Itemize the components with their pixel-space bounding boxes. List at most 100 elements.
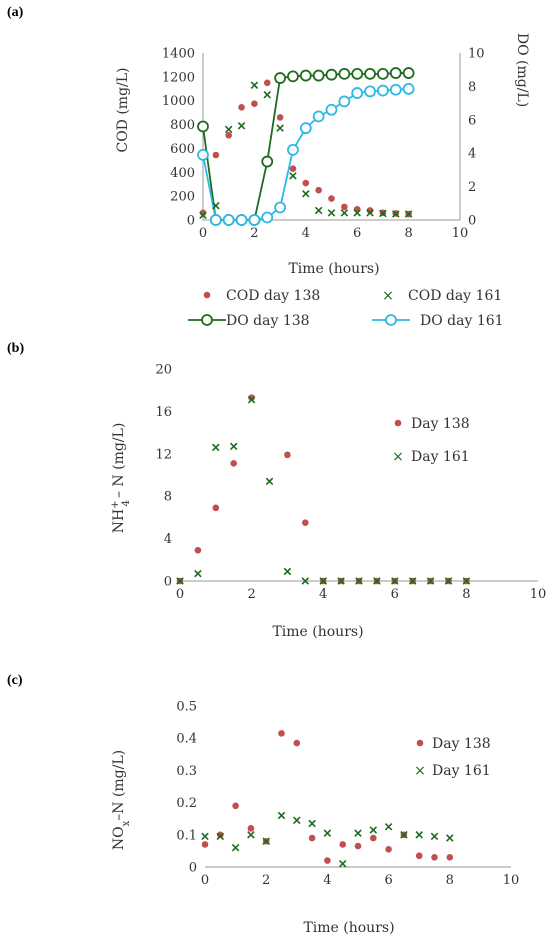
data-point-s0-8	[302, 179, 310, 187]
data-point-s0-5	[263, 79, 271, 87]
y-tick-label: 1000	[162, 94, 195, 109]
data-point-s1-1	[212, 201, 220, 210]
data-point-s0-8	[324, 857, 331, 864]
data-point-s1-10	[355, 577, 363, 585]
data-point-s0-10	[354, 842, 362, 850]
data-point-s1-12	[391, 577, 399, 585]
y-title-sub: 4	[121, 500, 132, 506]
plot-area: 0 2 4 6 8 10 0 0.1 0.2 0.3 0.4 0.5	[176, 700, 519, 889]
data-point-s1-5	[265, 477, 274, 486]
data-point-s1-5	[263, 90, 272, 99]
y2-tick-label: 2	[468, 180, 476, 195]
x-tick-label: 8	[462, 587, 470, 602]
data-point-s1-12	[384, 822, 393, 831]
data-point-s2-10	[325, 68, 338, 81]
data-point-s1-11	[373, 577, 381, 585]
data-point-s1-6	[283, 567, 292, 576]
data-point-s2-12	[351, 67, 364, 80]
data-point-s3-14	[376, 84, 389, 97]
y-tick-label: 1200	[162, 70, 195, 85]
data-point-s0-12	[385, 845, 392, 853]
chart-nh4: 0 2 4 6 8 10 0 4 8 12 16 20 Time (hours) NH+4 – N (…	[110, 363, 547, 641]
x-tick-label: 4	[302, 226, 310, 241]
data-point-s0-11	[370, 834, 377, 842]
y-title-main: NO	[111, 826, 127, 850]
legend-label-day-138: Day 138	[411, 416, 470, 432]
data-point-s3-13	[364, 85, 376, 98]
data-point-s1-3	[229, 442, 238, 451]
legend-marker-cod-138	[203, 291, 211, 299]
data-point-s1-7	[289, 172, 297, 180]
x-tick-label: 0	[199, 226, 207, 241]
data-point-s2-9	[312, 69, 325, 82]
data-point-s3-15	[389, 83, 402, 96]
data-point-s1-13	[408, 577, 417, 585]
y-tick-label: 200	[170, 190, 195, 205]
x-tick-label: 2	[262, 873, 270, 888]
x-axis-title: Time (hours)	[288, 261, 379, 277]
data-point-s3-8	[299, 122, 312, 135]
data-point-s0-2	[212, 504, 220, 512]
data-point-s2-11	[338, 67, 351, 80]
legend-marker-day-161: ×	[414, 763, 426, 779]
data-point-s3-1	[209, 214, 222, 226]
y-tick-label: 0.3	[176, 764, 197, 779]
y-tick-label: 1400	[162, 47, 195, 62]
y-tick-label: 8	[164, 490, 172, 505]
panel-label-a: (a)	[7, 5, 24, 20]
y-title-sub: x	[121, 820, 132, 826]
x-tick-label: 2	[250, 226, 258, 241]
x-tick-label: 6	[391, 587, 399, 602]
y2-axis-title: DO (mg/L)	[514, 33, 530, 107]
data-point-s1-11	[340, 209, 349, 217]
data-point-s1-10	[354, 829, 362, 837]
legend-label-do-161: DO day 161	[420, 313, 504, 329]
data-point-s1-14	[379, 209, 387, 218]
y2-tick-labels: 0 2 4 6 8 10	[468, 47, 485, 229]
data-point-s1-6	[276, 124, 284, 132]
data-point-s3-5	[261, 211, 274, 224]
data-point-s1-15	[430, 832, 439, 841]
data-point-s0-7	[289, 165, 297, 173]
y2-tick-label: 8	[468, 80, 476, 95]
data-point-s1-16	[404, 210, 413, 218]
x-tick-label: 6	[353, 226, 361, 241]
panel-label-b: (b)	[7, 341, 25, 356]
data-marks	[197, 67, 415, 226]
y-tick-label: 4	[164, 532, 172, 547]
y-tick-label: 0.5	[176, 700, 197, 715]
data-point-s0-9	[339, 841, 347, 848]
x-axis-title: Time (hours)	[303, 920, 394, 936]
data-point-s2-5	[261, 155, 274, 168]
legend-label-day-161: Day 161	[432, 763, 491, 779]
y-title-rest: –N (mg/L)	[111, 750, 127, 821]
data-point-s1-9	[314, 206, 323, 215]
data-point-s2-15	[389, 67, 402, 79]
data-point-s0-1	[217, 831, 224, 839]
data-point-s0-15	[431, 854, 438, 861]
plot-area: 0 2 4 6 8 10 0 4 8 12 16 20	[155, 363, 546, 603]
data-point-s0-4	[248, 394, 255, 401]
y-tick-label: 600	[170, 142, 195, 157]
legend: COD day 138 × COD day 161 DO day 138 DO …	[188, 288, 504, 329]
data-point-s0-6	[302, 519, 309, 526]
y-tick-label: 12	[155, 447, 172, 462]
data-point-s1-2	[212, 443, 220, 452]
y-tick-labels: 0 4 8 12 16 20	[155, 363, 172, 590]
data-point-s0-2	[232, 802, 239, 810]
data-point-s1-8	[319, 577, 327, 585]
y-axis-title: NH+4 – N (mg/L)	[110, 423, 132, 534]
legend-item-do-161: DO day 161	[372, 313, 504, 329]
x-tick-label: 6	[384, 873, 392, 888]
data-point-s1-4	[247, 395, 256, 404]
y-title-main: NH	[111, 509, 127, 533]
x-tick-label: 0	[201, 873, 209, 888]
data-point-s1-9	[338, 860, 347, 868]
data-point-s1-5	[277, 811, 286, 820]
data-point-s1-16	[462, 577, 471, 585]
data-point-s1-8	[302, 189, 310, 198]
legend-item-cod-138: COD day 138	[203, 288, 320, 304]
x-tick-label: 8	[404, 226, 412, 241]
data-point-s3-7	[287, 143, 299, 156]
y-tick-label: 20	[155, 363, 172, 378]
